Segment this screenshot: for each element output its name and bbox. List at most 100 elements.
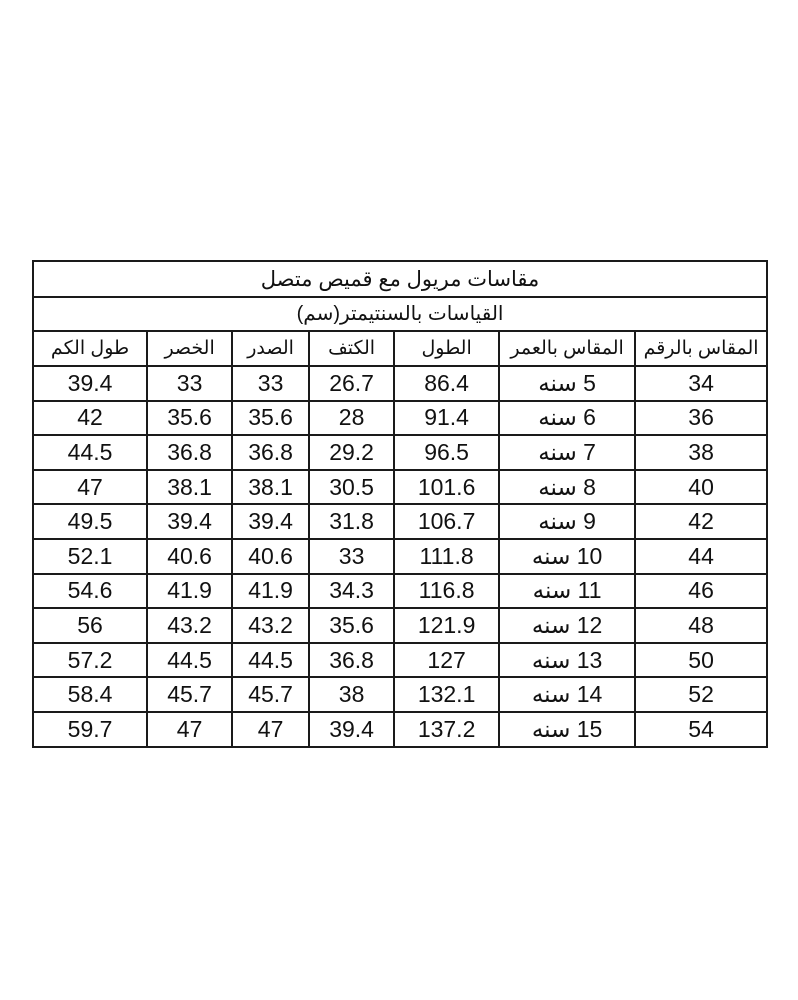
title-row: مقاسات مريول مع قميص متصل xyxy=(31,260,769,298)
cell-waist: 36.8 xyxy=(146,434,234,471)
cell-size-age: 11 سنه xyxy=(498,572,637,610)
cell-sleeve-length: 58.4 xyxy=(31,676,149,713)
cell-size-age: 6 سنه xyxy=(498,399,637,437)
cell-size-number: 54 xyxy=(634,710,769,748)
cell-length: 132.1 xyxy=(393,676,501,713)
cell-size-number: 50 xyxy=(634,641,769,679)
cell-chest: 36.8 xyxy=(231,434,311,471)
cell-size-age: 12 سنه xyxy=(498,607,637,644)
cell-chest: 43.2 xyxy=(231,607,311,644)
table-row: 54 15 سنه 137.2 39.4 47 47 59.7 xyxy=(31,710,769,748)
cell-size-age: 13 سنه xyxy=(498,641,637,679)
cell-shoulder: 39.4 xyxy=(308,710,396,748)
table-row: 44 10 سنه 111.8 33 40.6 40.6 52.1 xyxy=(31,537,769,575)
cell-size-number: 40 xyxy=(634,468,769,506)
cell-sleeve-length: 47 xyxy=(31,468,149,506)
cell-length: 106.7 xyxy=(393,503,501,540)
size-chart-table: مقاسات مريول مع قميص متصل القياسات بالسن… xyxy=(31,260,769,748)
cell-size-number: 48 xyxy=(634,607,769,644)
table-row: 34 5 سنه 86.4 26.7 33 33 39.4 xyxy=(31,365,769,402)
cell-size-age: 5 سنه xyxy=(498,365,637,402)
cell-chest: 44.5 xyxy=(231,641,311,679)
header-row: المقاس بالرقم المقاس بالعمر الطول الكتف … xyxy=(31,330,769,367)
cell-size-number: 34 xyxy=(634,365,769,402)
cell-waist: 43.2 xyxy=(146,607,234,644)
cell-size-number: 44 xyxy=(634,537,769,575)
cell-waist: 47 xyxy=(146,710,234,748)
cell-chest: 45.7 xyxy=(231,676,311,713)
cell-sleeve-length: 54.6 xyxy=(31,572,149,610)
cell-shoulder: 29.2 xyxy=(308,434,396,471)
cell-shoulder: 35.6 xyxy=(308,607,396,644)
table-subtitle: القياسات بالسنتيمتر(سم) xyxy=(31,296,769,332)
header-size-age: المقاس بالعمر xyxy=(498,330,637,367)
cell-length: 137.2 xyxy=(393,710,501,748)
cell-sleeve-length: 52.1 xyxy=(31,537,149,575)
cell-length: 111.8 xyxy=(393,537,501,575)
cell-waist: 40.6 xyxy=(146,537,234,575)
cell-chest: 41.9 xyxy=(231,572,311,610)
cell-sleeve-length: 49.5 xyxy=(31,503,149,540)
cell-shoulder: 30.5 xyxy=(308,468,396,506)
cell-waist: 44.5 xyxy=(146,641,234,679)
cell-shoulder: 26.7 xyxy=(308,365,396,402)
cell-shoulder: 28 xyxy=(308,399,396,437)
cell-size-number: 38 xyxy=(634,434,769,471)
header-sleeve-length: طول الكم xyxy=(31,330,149,367)
cell-size-number: 46 xyxy=(634,572,769,610)
cell-chest: 39.4 xyxy=(231,503,311,540)
cell-shoulder: 31.8 xyxy=(308,503,396,540)
cell-chest: 35.6 xyxy=(231,399,311,437)
cell-shoulder: 33 xyxy=(308,537,396,575)
cell-waist: 39.4 xyxy=(146,503,234,540)
table-row: 36 6 سنه 91.4 28 35.6 35.6 42 xyxy=(31,399,769,437)
cell-waist: 41.9 xyxy=(146,572,234,610)
cell-size-age: 7 سنه xyxy=(498,434,637,471)
cell-size-age: 9 سنه xyxy=(498,503,637,540)
table-title: مقاسات مريول مع قميص متصل xyxy=(31,260,769,298)
cell-chest: 38.1 xyxy=(231,468,311,506)
cell-waist: 33 xyxy=(146,365,234,402)
header-waist: الخصر xyxy=(146,330,234,367)
table-row: 48 12 سنه 121.9 35.6 43.2 43.2 56 xyxy=(31,607,769,644)
cell-length: 116.8 xyxy=(393,572,501,610)
cell-size-age: 15 سنه xyxy=(498,710,637,748)
cell-sleeve-length: 44.5 xyxy=(31,434,149,471)
header-size-number: المقاس بالرقم xyxy=(634,330,769,367)
cell-chest: 47 xyxy=(231,710,311,748)
table-body: 34 5 سنه 86.4 26.7 33 33 39.4 36 6 سنه 91.4 28 35.6… xyxy=(31,365,769,748)
cell-shoulder: 34.3 xyxy=(308,572,396,610)
cell-length: 121.9 xyxy=(393,607,501,644)
cell-length: 101.6 xyxy=(393,468,501,506)
cell-size-number: 52 xyxy=(634,676,769,713)
cell-shoulder: 36.8 xyxy=(308,641,396,679)
cell-shoulder: 38 xyxy=(308,676,396,713)
cell-size-number: 36 xyxy=(634,399,769,437)
cell-sleeve-length: 56 xyxy=(31,607,149,644)
cell-length: 127 xyxy=(393,641,501,679)
header-shoulder: الكتف xyxy=(308,330,396,367)
table-row: 38 7 سنه 96.5 29.2 36.8 36.8 44.5 xyxy=(31,434,769,471)
cell-waist: 35.6 xyxy=(146,399,234,437)
cell-size-age: 8 سنه xyxy=(498,468,637,506)
table-row: 40 8 سنه 101.6 30.5 38.1 38.1 47 xyxy=(31,468,769,506)
cell-size-age: 14 سنه xyxy=(498,676,637,713)
cell-length: 86.4 xyxy=(393,365,501,402)
header-chest: الصدر xyxy=(231,330,311,367)
table-row: 46 11 سنه 116.8 34.3 41.9 41.9 54.6 xyxy=(31,572,769,610)
cell-sleeve-length: 42 xyxy=(31,399,149,437)
cell-length: 91.4 xyxy=(393,399,501,437)
cell-sleeve-length: 39.4 xyxy=(31,365,149,402)
table-row: 50 13 سنه 127 36.8 44.5 44.5 57.2 xyxy=(31,641,769,679)
cell-chest: 33 xyxy=(231,365,311,402)
cell-waist: 45.7 xyxy=(146,676,234,713)
header-length: الطول xyxy=(393,330,501,367)
table-row: 42 9 سنه 106.7 31.8 39.4 39.4 49.5 xyxy=(31,503,769,540)
cell-sleeve-length: 57.2 xyxy=(31,641,149,679)
cell-sleeve-length: 59.7 xyxy=(31,710,149,748)
cell-waist: 38.1 xyxy=(146,468,234,506)
subtitle-row: القياسات بالسنتيمتر(سم) xyxy=(31,296,769,332)
cell-length: 96.5 xyxy=(393,434,501,471)
table-row: 52 14 سنه 132.1 38 45.7 45.7 58.4 xyxy=(31,676,769,713)
cell-size-number: 42 xyxy=(634,503,769,540)
